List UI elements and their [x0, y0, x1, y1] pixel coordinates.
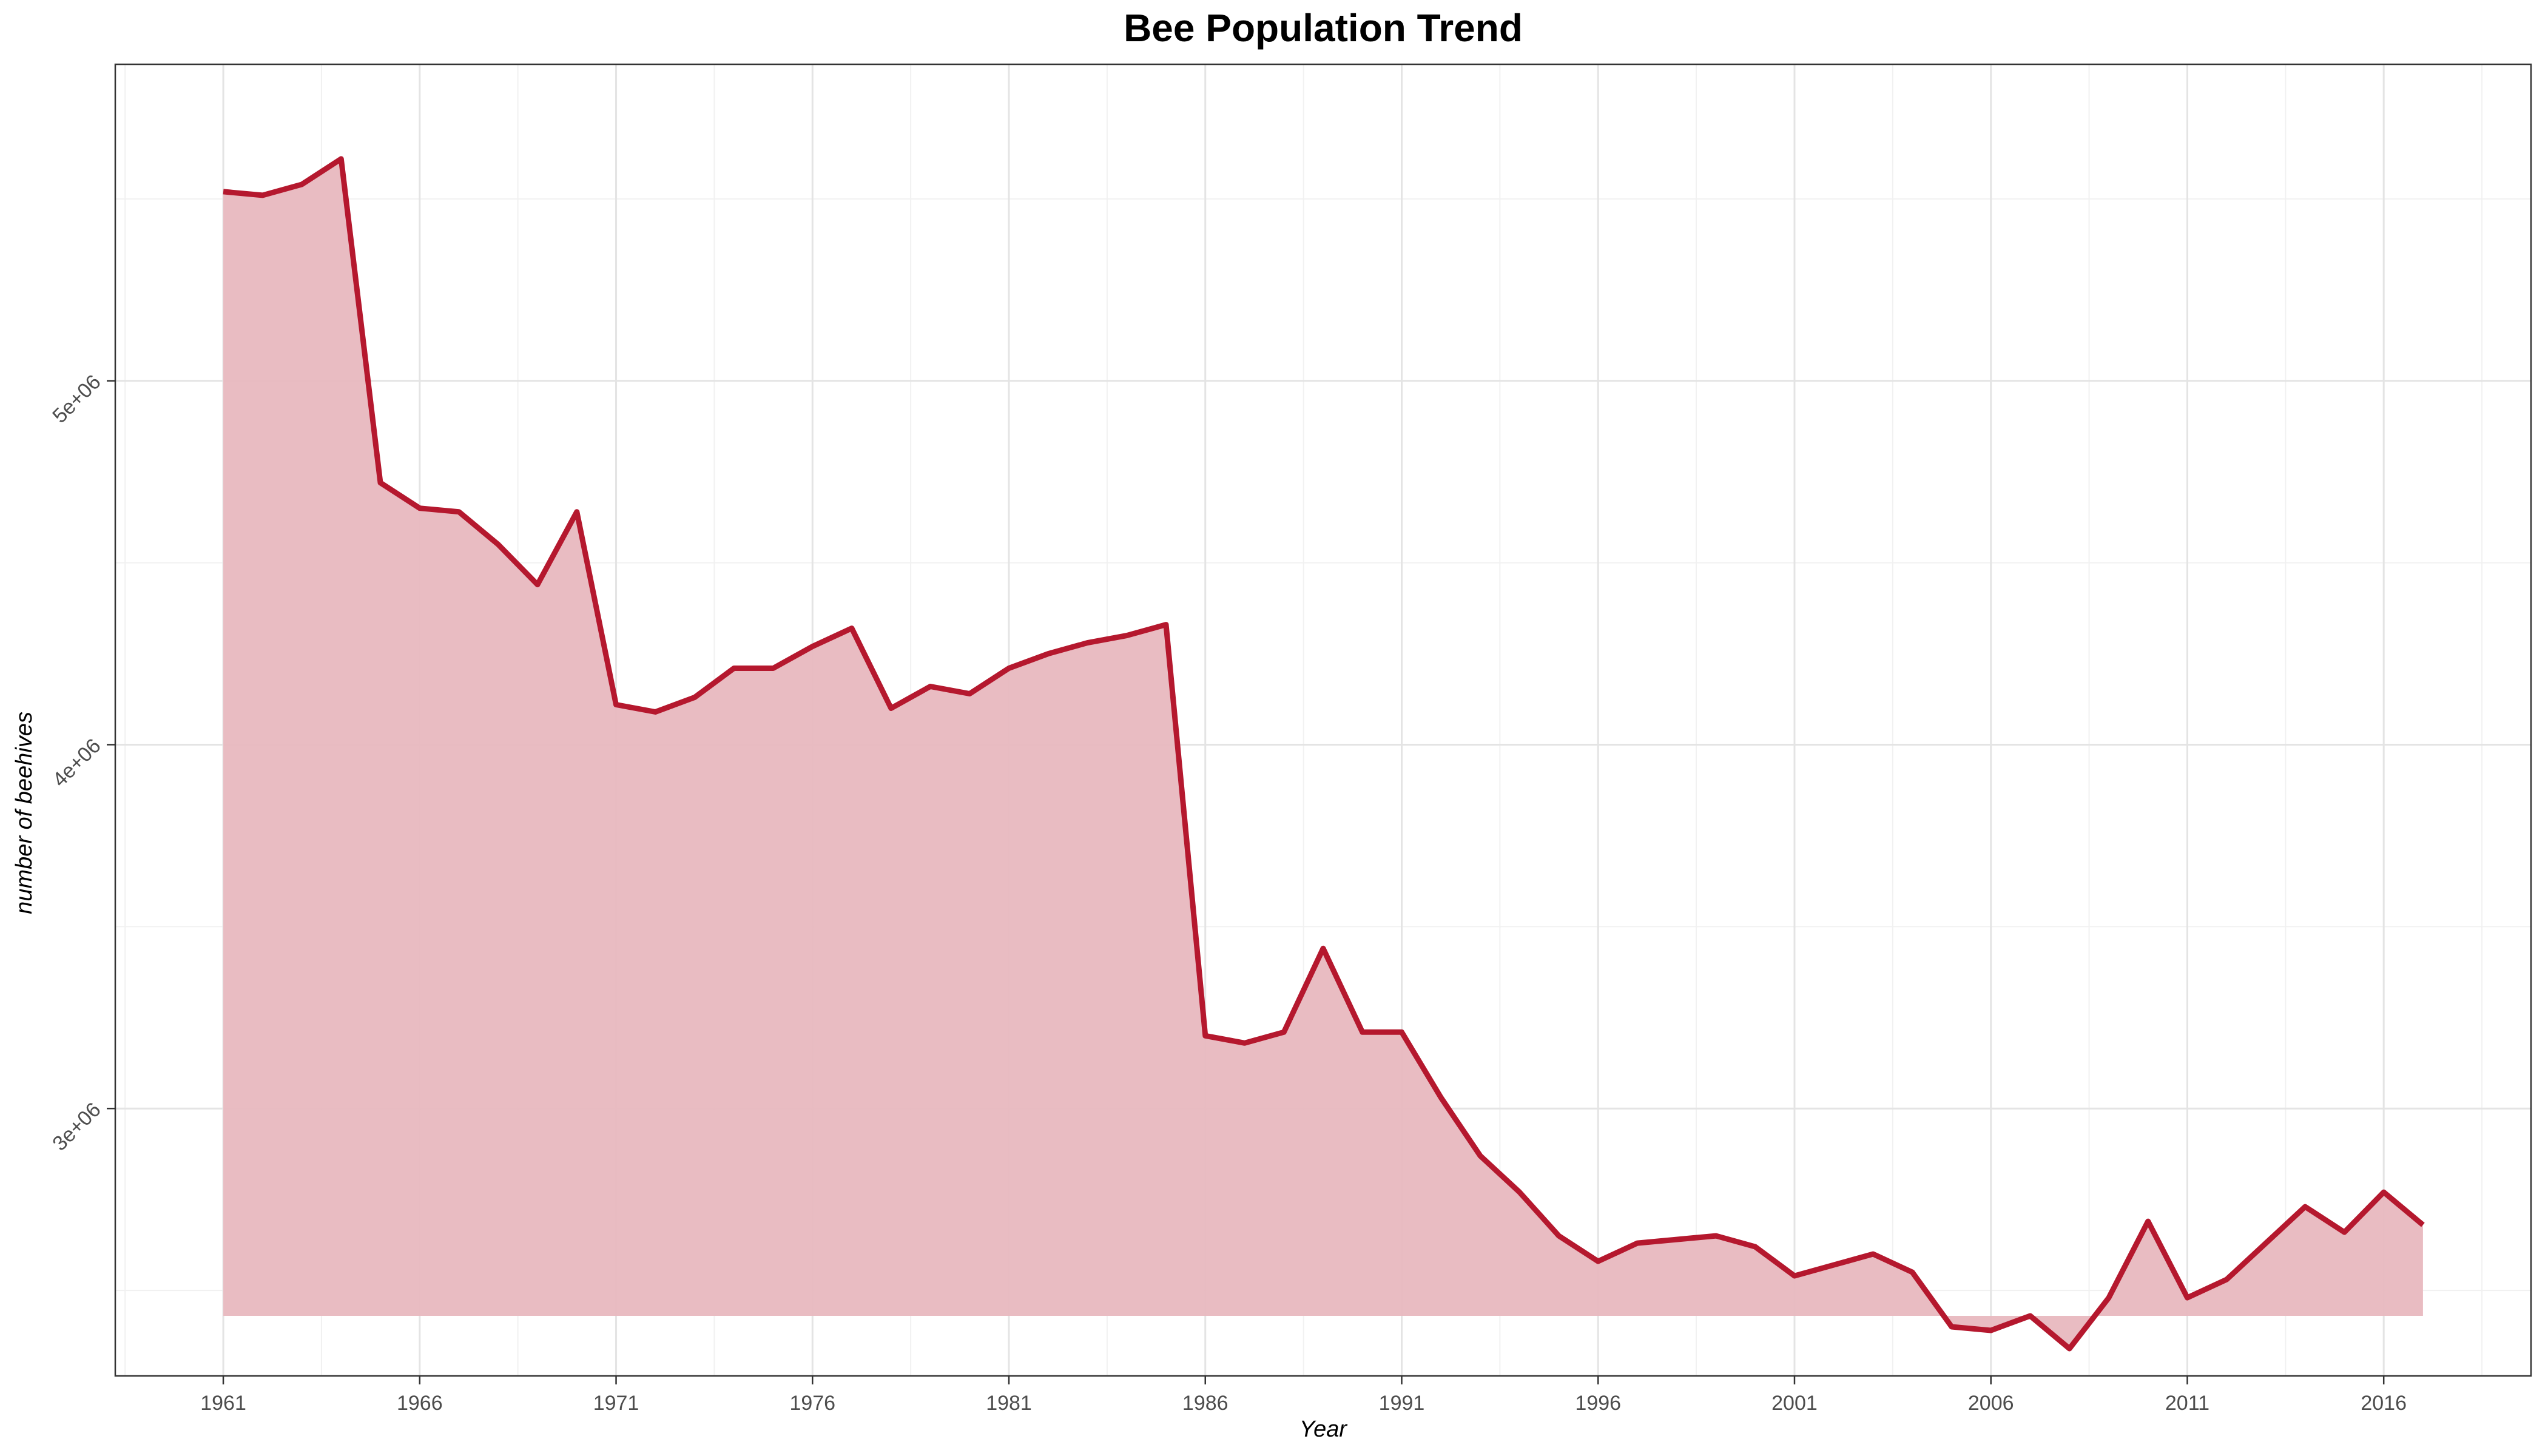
- chart-title: Bee Population Trend: [1124, 6, 1523, 50]
- x-tick-label: 2011: [2165, 1392, 2209, 1415]
- x-tick-label: 1981: [986, 1392, 1032, 1415]
- panel-border: [114, 63, 2532, 1377]
- x-tick-label: 1991: [1379, 1392, 1425, 1415]
- y-axis-title: number of beehives: [12, 712, 37, 914]
- y-tick-label: 5e+06: [48, 371, 105, 428]
- x-axis: 1961 1966 1971 1976 1981 1986 1991 1996 2001 2006…: [200, 1376, 2407, 1415]
- x-tick-label: 1961: [200, 1392, 246, 1415]
- x-tick-label: 1986: [1182, 1392, 1228, 1415]
- x-tick-label: 1996: [1575, 1392, 1621, 1415]
- y-tick-label: 4e+06: [48, 734, 105, 791]
- x-tick-label: 2001: [1771, 1392, 1818, 1415]
- population-area: [223, 158, 2423, 1349]
- x-tick-label: 2006: [1968, 1392, 2014, 1415]
- y-tick-label: 3e+06: [48, 1098, 105, 1155]
- x-tick-label: 1971: [593, 1392, 639, 1415]
- x-tick-label: 1976: [789, 1392, 835, 1415]
- x-tick-label: 1966: [397, 1392, 443, 1415]
- y-axis: 3e+06 4e+06 5e+06: [48, 371, 115, 1155]
- population-line: [223, 156, 2425, 1352]
- x-axis-title: Year: [1299, 1417, 1348, 1442]
- x-tick-label: 2016: [2361, 1392, 2407, 1415]
